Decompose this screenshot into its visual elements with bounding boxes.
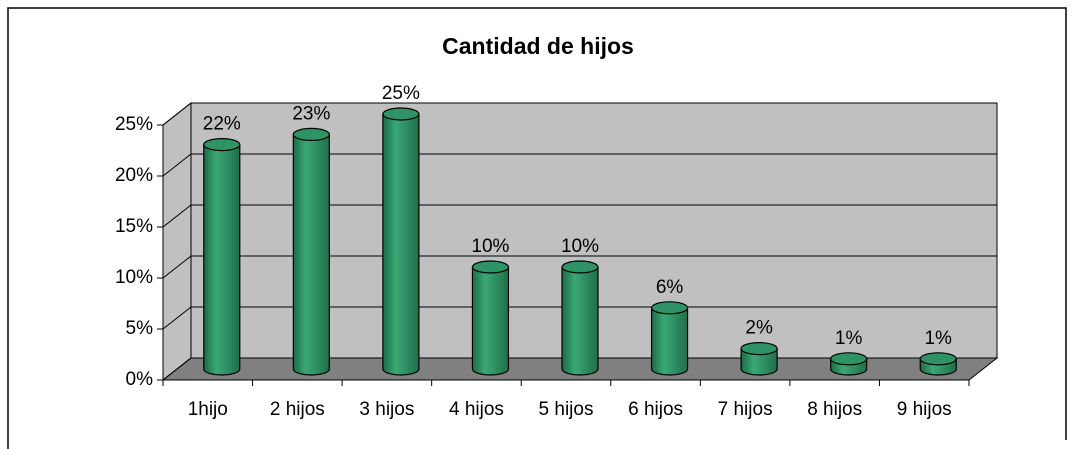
side-grid-line — [162, 102, 192, 126]
bar-body — [650, 307, 689, 376]
data-label: 10% — [471, 236, 509, 257]
bar — [203, 138, 241, 376]
y-tick-label: 5% — [126, 318, 154, 339]
data-label: 1% — [835, 328, 863, 349]
bar — [292, 127, 330, 376]
data-label: 1% — [924, 328, 952, 349]
side-grid-line — [162, 153, 192, 177]
bar — [382, 107, 420, 376]
data-label: 6% — [656, 277, 684, 298]
bar-top — [740, 342, 778, 356]
data-label: 10% — [561, 236, 599, 257]
x-tick-label: 8 hijos — [807, 399, 862, 420]
bar — [740, 342, 778, 376]
x-tick-label: 9 hijos — [897, 399, 952, 420]
bar-body — [561, 266, 599, 376]
x-tick-label: 2 hijos — [270, 399, 325, 420]
side-wall — [162, 101, 192, 382]
bar-body — [203, 144, 241, 376]
side-grid-line — [162, 306, 192, 330]
bar-top — [382, 107, 420, 121]
data-label: 23% — [292, 103, 330, 124]
bar-body — [740, 348, 778, 376]
side-grid-line — [162, 204, 192, 228]
x-tick-label: 3 hijos — [359, 399, 414, 420]
bar-top — [830, 352, 868, 366]
x-tick-label: 6 hijos — [628, 399, 683, 420]
y-tick-label: 10% — [115, 267, 153, 288]
y-tick-label: 20% — [115, 165, 153, 186]
bar — [919, 352, 957, 376]
bar-top — [292, 127, 330, 141]
bar-top — [203, 138, 241, 152]
bar-body — [471, 266, 510, 376]
y-tick-label: 15% — [115, 216, 153, 237]
y-tick-label: 25% — [115, 114, 153, 135]
bar — [561, 260, 599, 376]
bar-top — [471, 260, 510, 274]
bar-body — [292, 133, 330, 376]
bar-top — [919, 352, 957, 366]
bar-body — [382, 113, 420, 376]
data-label: 2% — [745, 318, 773, 339]
y-tick-label: 0% — [126, 369, 154, 390]
bar-top — [561, 260, 599, 274]
frame — [7, 7, 1067, 449]
x-tick-label: 1hijo — [188, 399, 228, 420]
data-label: 25% — [382, 83, 420, 104]
bar-top — [650, 301, 689, 315]
bar — [471, 260, 510, 376]
bar — [650, 301, 689, 376]
x-tick-label: 7 hijos — [718, 399, 773, 420]
x-tick-label: 4 hijos — [449, 399, 504, 420]
side-grid-line — [162, 255, 192, 279]
bar — [830, 352, 868, 376]
data-label: 22% — [203, 114, 241, 135]
side-grid-line — [162, 357, 192, 381]
chart-title: Cantidad de hijos — [442, 33, 634, 59]
x-tick-label: 5 hijos — [539, 399, 594, 420]
